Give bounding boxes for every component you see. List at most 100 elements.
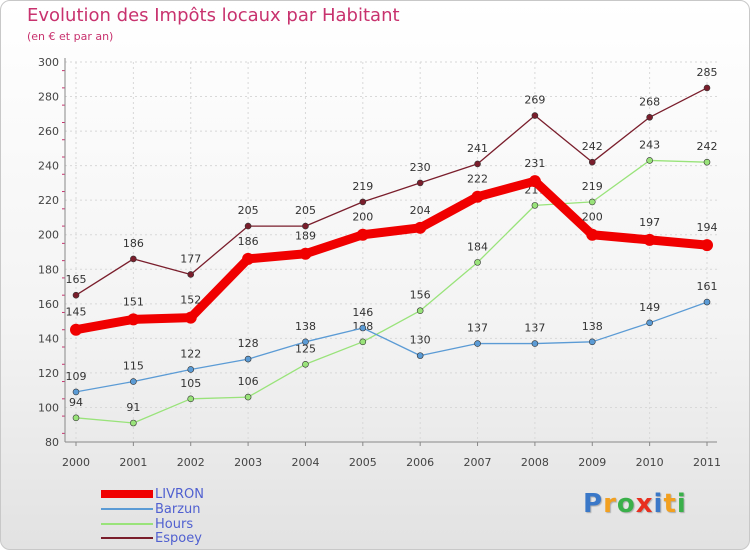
legend-label: Hours bbox=[155, 516, 194, 532]
data-label-barzun: 149 bbox=[639, 301, 660, 314]
data-point-barzun bbox=[474, 340, 481, 347]
data-point-espoey bbox=[416, 179, 424, 187]
series-line-barzun bbox=[75, 301, 708, 393]
data-point-barzun bbox=[531, 340, 539, 347]
data-label-espoey: 205 bbox=[295, 204, 316, 217]
data-point-hours bbox=[244, 393, 252, 401]
data-point-livron bbox=[184, 311, 197, 324]
x-tick-label: 2006 bbox=[406, 456, 434, 469]
data-point-hours bbox=[359, 338, 367, 346]
data-label-livron: 222 bbox=[467, 173, 488, 186]
y-tick-label: 140 bbox=[38, 332, 59, 345]
legend-swatch bbox=[101, 508, 153, 510]
x-tick-label: 2004 bbox=[291, 456, 319, 469]
data-point-livron bbox=[356, 228, 369, 241]
data-point-barzun bbox=[130, 378, 137, 385]
data-label-hours: 242 bbox=[697, 140, 718, 153]
y-tick-label: 200 bbox=[38, 229, 59, 242]
data-label-hours: 156 bbox=[410, 289, 431, 302]
data-label-barzun: 137 bbox=[524, 322, 545, 335]
legend-label: LIVRON bbox=[155, 486, 204, 502]
data-point-livron bbox=[127, 313, 140, 326]
data-label-hours: 125 bbox=[295, 342, 316, 355]
y-tick-label: 100 bbox=[38, 401, 59, 414]
data-label-livron: 197 bbox=[639, 216, 660, 229]
x-tick-label: 2008 bbox=[521, 456, 549, 469]
x-tick-label: 2007 bbox=[464, 456, 492, 469]
legend-item-barzun: Barzun bbox=[101, 501, 201, 517]
proxiti-logo: Proxiti bbox=[583, 489, 687, 519]
data-label-hours: 219 bbox=[582, 180, 603, 193]
data-point-espoey bbox=[474, 160, 481, 168]
data-point-espoey bbox=[703, 84, 711, 92]
logo-letter: t bbox=[663, 489, 677, 519]
data-label-espoey: 269 bbox=[524, 94, 545, 107]
data-point-livron bbox=[586, 228, 599, 241]
data-label-barzun: 161 bbox=[697, 280, 718, 293]
data-label-livron: 204 bbox=[410, 204, 431, 217]
y-tick-label: 160 bbox=[38, 298, 59, 311]
y-tick-label: 180 bbox=[38, 263, 59, 276]
series-line-hours bbox=[75, 159, 708, 424]
data-label-barzun: 146 bbox=[352, 306, 373, 319]
data-label-espoey: 205 bbox=[238, 204, 259, 217]
data-label-barzun: 122 bbox=[180, 347, 201, 360]
x-tick-label: 2002 bbox=[177, 456, 205, 469]
logo-letter: i bbox=[653, 489, 664, 519]
data-label-espoey: 230 bbox=[410, 161, 431, 174]
data-point-barzun bbox=[72, 388, 80, 396]
data-label-livron: 194 bbox=[697, 221, 718, 234]
logo-letter: r bbox=[603, 489, 617, 519]
data-point-livron bbox=[242, 252, 255, 265]
data-point-espoey bbox=[531, 112, 539, 119]
x-tick-label: 2009 bbox=[578, 456, 606, 469]
y-tick-label: 260 bbox=[38, 125, 59, 138]
data-label-hours: 105 bbox=[180, 377, 201, 390]
chart-title: Evolution des Impôts locaux par Habitant bbox=[27, 5, 400, 26]
data-point-livron bbox=[70, 323, 82, 336]
data-label-hours: 243 bbox=[639, 138, 660, 151]
data-point-barzun bbox=[703, 298, 711, 306]
data-label-barzun: 109 bbox=[66, 370, 87, 383]
data-label-espoey: 165 bbox=[66, 273, 87, 286]
data-point-livron bbox=[299, 247, 312, 260]
data-point-hours bbox=[531, 202, 539, 209]
data-point-espoey bbox=[588, 158, 596, 166]
data-point-barzun bbox=[588, 338, 596, 346]
data-label-espoey: 285 bbox=[697, 66, 718, 79]
data-label-espoey: 241 bbox=[467, 142, 488, 155]
data-point-hours bbox=[302, 360, 309, 368]
data-point-hours bbox=[416, 307, 424, 315]
data-label-barzun: 137 bbox=[467, 322, 488, 335]
data-point-espoey bbox=[646, 113, 653, 121]
x-tick-label: 2011 bbox=[693, 456, 721, 469]
data-point-barzun bbox=[187, 366, 195, 373]
y-tick-label: 280 bbox=[38, 91, 59, 104]
data-label-barzun: 115 bbox=[123, 360, 144, 373]
data-label-livron: 189 bbox=[295, 230, 316, 243]
data-label-livron: 200 bbox=[352, 211, 373, 224]
data-point-espoey bbox=[72, 291, 80, 299]
data-label-livron: 231 bbox=[524, 157, 545, 170]
x-tick-label: 2010 bbox=[636, 456, 664, 469]
data-label-livron: 151 bbox=[123, 295, 144, 308]
data-point-livron bbox=[528, 175, 541, 188]
legend-swatch bbox=[101, 523, 153, 525]
data-point-barzun bbox=[359, 324, 367, 332]
data-label-barzun: 130 bbox=[410, 334, 431, 347]
data-point-hours bbox=[130, 419, 137, 427]
y-tick-label: 220 bbox=[38, 194, 59, 207]
legend-label: Barzun bbox=[155, 501, 201, 517]
data-label-hours: 106 bbox=[238, 375, 259, 388]
data-point-barzun bbox=[244, 355, 252, 363]
y-tick-label: 240 bbox=[38, 160, 59, 173]
series-line-livron bbox=[71, 176, 712, 335]
data-point-livron bbox=[471, 190, 484, 203]
data-point-espoey bbox=[302, 222, 309, 230]
x-tick-label: 2005 bbox=[349, 456, 377, 469]
data-point-barzun bbox=[416, 352, 424, 359]
logo-letter: o bbox=[616, 489, 636, 519]
data-label-livron: 186 bbox=[238, 235, 259, 248]
data-point-espoey bbox=[359, 198, 367, 206]
